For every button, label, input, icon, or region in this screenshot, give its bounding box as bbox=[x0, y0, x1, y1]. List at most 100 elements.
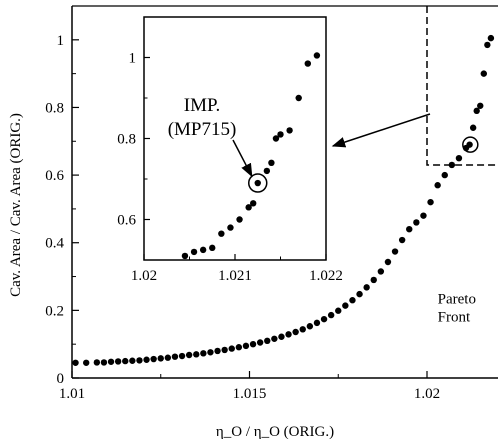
imp-arrow bbox=[232, 139, 253, 178]
data-point bbox=[473, 107, 480, 115]
zoom-arrow bbox=[331, 113, 431, 148]
inset-data-point bbox=[227, 224, 234, 231]
inset-data-point bbox=[245, 204, 252, 211]
inset-data-point bbox=[313, 52, 321, 59]
x-axis-title: η_O / η_O (ORIG.) bbox=[216, 424, 334, 440]
data-point bbox=[377, 268, 385, 275]
data-point bbox=[384, 258, 392, 266]
data-point bbox=[136, 357, 143, 364]
data-point bbox=[249, 340, 257, 348]
data-point bbox=[256, 339, 264, 346]
data-point bbox=[448, 161, 456, 169]
zoom-box bbox=[426, 6, 498, 166]
x-tick-label: 1.02 bbox=[414, 386, 440, 402]
data-point bbox=[122, 357, 129, 365]
data-point bbox=[477, 102, 484, 109]
highlight-ring bbox=[462, 136, 479, 153]
data-point bbox=[484, 41, 491, 49]
data-point bbox=[487, 34, 495, 42]
data-point bbox=[228, 345, 235, 352]
data-point bbox=[320, 315, 328, 323]
data-point bbox=[469, 124, 477, 131]
data-point bbox=[480, 70, 487, 77]
data-point bbox=[235, 344, 243, 351]
data-point bbox=[200, 350, 207, 357]
y-tick-label: 0.2 bbox=[45, 303, 64, 319]
y-axis-title: Cav. Area / Cav. Area (ORIG.) bbox=[8, 113, 24, 297]
data-point bbox=[370, 276, 377, 284]
data-point bbox=[100, 359, 108, 366]
data-point bbox=[299, 326, 306, 333]
main-plot: 0 0.2 0.4 0.6 0.8 1 1.01 1.015 1.02 η_O / η_O (OR… bbox=[8, 5, 498, 440]
y-tick-label: 1 bbox=[57, 33, 65, 49]
data-point bbox=[129, 357, 136, 364]
data-point bbox=[214, 347, 221, 355]
data-point bbox=[242, 342, 250, 350]
inset-data-point bbox=[254, 179, 261, 187]
inset-data-point bbox=[181, 252, 189, 260]
data-point bbox=[434, 182, 441, 189]
inset-data-point bbox=[190, 248, 198, 256]
data-point bbox=[221, 346, 228, 354]
data-point bbox=[466, 141, 473, 148]
data-point bbox=[178, 352, 186, 360]
inset-data-point bbox=[286, 127, 293, 134]
inset-data-point bbox=[209, 244, 216, 252]
inset-data-point bbox=[218, 230, 225, 237]
data-point bbox=[72, 359, 79, 366]
data-point bbox=[398, 236, 406, 244]
data-point bbox=[342, 302, 349, 309]
data-point bbox=[271, 335, 278, 342]
inset-frame bbox=[143, 16, 327, 261]
data-point bbox=[207, 349, 214, 356]
pareto-front-label: Pareto Front bbox=[438, 292, 476, 326]
data-point bbox=[349, 297, 356, 304]
data-point bbox=[391, 248, 399, 255]
data-point bbox=[278, 333, 285, 340]
data-point bbox=[264, 337, 271, 344]
inset-data-point bbox=[295, 94, 302, 102]
data-point bbox=[406, 226, 413, 233]
data-point bbox=[327, 311, 335, 319]
data-point bbox=[413, 219, 420, 226]
data-point bbox=[107, 358, 115, 365]
data-point bbox=[356, 290, 363, 298]
data-point bbox=[427, 198, 434, 206]
data-point bbox=[83, 359, 90, 366]
data-point bbox=[335, 307, 342, 314]
inset-data-point bbox=[268, 159, 275, 166]
data-point bbox=[292, 328, 299, 336]
data-point bbox=[306, 323, 314, 330]
inset-data-point bbox=[236, 216, 243, 223]
inset-data-point bbox=[199, 246, 207, 254]
inset-y-tick-label: 0.8 bbox=[117, 132, 136, 148]
y-tick-label: 0.8 bbox=[45, 100, 64, 116]
data-point bbox=[150, 355, 157, 363]
inset-data-point bbox=[304, 60, 311, 67]
data-point bbox=[143, 356, 150, 363]
data-point bbox=[420, 212, 427, 219]
inset-x-tick-label: 1.021 bbox=[218, 268, 252, 284]
inset-y-tick-label: 0.6 bbox=[117, 213, 136, 229]
data-point bbox=[313, 319, 321, 327]
data-point bbox=[455, 154, 463, 162]
inset-data-point bbox=[277, 131, 284, 138]
data-point bbox=[157, 355, 164, 362]
data-point bbox=[164, 354, 172, 361]
data-point bbox=[363, 284, 370, 291]
data-point bbox=[193, 351, 200, 358]
y-tick-label: 0.4 bbox=[45, 236, 64, 252]
data-point bbox=[441, 171, 448, 179]
inset-data-point bbox=[272, 135, 280, 142]
inset-x-tick-label: 1.02 bbox=[131, 268, 157, 284]
data-point bbox=[114, 358, 122, 365]
inset-y-tick-label: 1 bbox=[129, 51, 137, 67]
inset-highlight-ring bbox=[248, 173, 268, 193]
data-point bbox=[185, 351, 193, 359]
imp-label: IMP. (MP715) bbox=[168, 95, 237, 140]
inset-data-point bbox=[263, 167, 271, 175]
data-point bbox=[171, 353, 179, 360]
inset-x-tick-label: 1.022 bbox=[309, 268, 343, 284]
data-point bbox=[285, 331, 292, 338]
inset-plot: 0.6 0.8 1 1.02 1.021 1.022 IMP. (MP715) bbox=[117, 16, 343, 284]
